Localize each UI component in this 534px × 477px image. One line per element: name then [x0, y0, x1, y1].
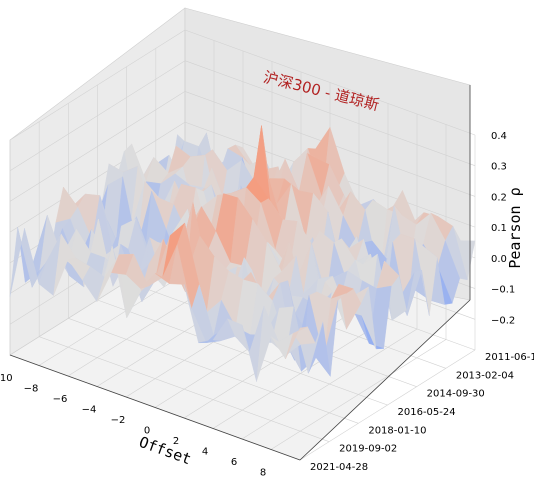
- x-tick-label: 4: [202, 447, 208, 458]
- y-axis-line: [299, 299, 471, 461]
- surface-plot: [9, 125, 476, 382]
- grid-line: [97, 299, 388, 406]
- x-axis-title: Offset: [137, 433, 194, 468]
- x-axis-line: [9, 354, 301, 461]
- z-tick-label: 0.2: [491, 192, 507, 203]
- y-tick-labels: 2011-06-16 2013-02-04 2014-09-30 2016-05-24…: [310, 352, 534, 473]
- z-tick-label: −0.1: [491, 285, 515, 296]
- grid-line: [68, 318, 359, 424]
- x-tick-label: −8: [24, 384, 39, 395]
- z-tick-label: 0.3: [491, 162, 507, 173]
- y-tick-label: 2014-09-30: [427, 389, 485, 400]
- y-tick-label: 2011-06-16: [485, 352, 534, 363]
- x-tick-label: 8: [260, 468, 266, 477]
- x-tick-labels: −10−8−6−4−20246810: [0, 373, 266, 477]
- x-tick-label: 0: [144, 426, 150, 437]
- surface-patch: [285, 326, 308, 360]
- z-tick-label: 0.1: [491, 223, 507, 234]
- x-tick-label: −4: [82, 405, 97, 416]
- y-tick-label: 2019-09-02: [339, 444, 397, 455]
- x-tick-label: 6: [231, 457, 237, 468]
- x-tick-label: −10: [0, 373, 13, 384]
- x-tick-label: −2: [111, 415, 126, 426]
- z-tick-label: 0.4: [491, 131, 507, 142]
- grid-line: [39, 336, 330, 442]
- z-tick-labels: 0.4 0.3 0.2 0.1 0.0 −0.1 −0.2: [491, 131, 515, 326]
- z-tick-label: −0.2: [491, 315, 515, 326]
- y-tick-label: 2018-01-10: [368, 425, 426, 436]
- x-tick-label: −6: [53, 394, 68, 405]
- y-tick-label: 2016-05-24: [398, 407, 456, 418]
- x-tick-label: 2: [173, 436, 179, 447]
- z-tick-label: 0.0: [491, 254, 507, 265]
- y-tick-label: 2021-04-28: [310, 462, 368, 473]
- y-tick-label: 2013-02-04: [456, 370, 514, 381]
- z-axis-title: Pearson ρ: [506, 187, 524, 268]
